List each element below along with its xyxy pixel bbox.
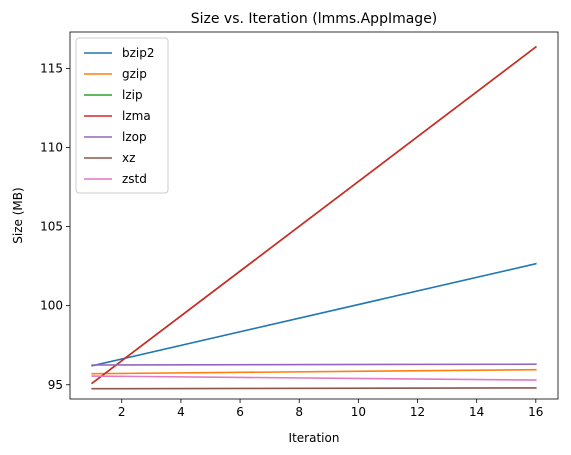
y-tick-label: 95	[48, 378, 63, 392]
series-line-xz	[91, 387, 537, 390]
x-tick-label: 4	[177, 405, 185, 419]
y-tick-label: 100	[40, 299, 63, 313]
series-line-gzip	[91, 368, 537, 375]
y-tick-label: 115	[40, 61, 63, 75]
plot-frame	[69, 31, 559, 400]
x-tick-label: 2	[118, 405, 126, 419]
legend-label-bzip2: bzip2	[122, 46, 155, 60]
legend-label-lzip: lzip	[122, 88, 143, 102]
legend-label-gzip: gzip	[122, 67, 147, 81]
series-layer	[91, 45, 537, 390]
x-tick-label: 10	[351, 405, 366, 419]
chart-title: Size vs. Iteration (lmms.AppImage)	[191, 11, 438, 27]
series-line-bzip2	[91, 262, 537, 367]
series-line-zstd	[91, 375, 537, 381]
x-tick-label: 16	[528, 405, 543, 419]
x-tick-label: 14	[469, 405, 484, 419]
legend-box	[75, 37, 169, 194]
series-line-lzma	[91, 45, 537, 385]
y-tick-label: 105	[40, 220, 63, 234]
legend: bzip2 gzip lzip lzma lzop xz zstd	[75, 37, 169, 194]
x-tick-label: 8	[295, 405, 303, 419]
x-axis-label: Iteration	[289, 431, 340, 445]
x-tick-label: 6	[236, 405, 244, 419]
legend-label-xz: xz	[122, 151, 135, 165]
legend-label-lzop: lzop	[122, 130, 147, 144]
x-axis: 2 4 6 8 10 12 14 16	[118, 399, 543, 419]
y-tick-label: 110	[40, 140, 63, 154]
y-axis-label: Size (MB)	[11, 187, 25, 243]
y-axis: 95 100 105 110 115	[40, 61, 70, 392]
legend-label-lzma: lzma	[122, 109, 151, 123]
x-tick-label: 12	[410, 405, 425, 419]
series-line-lzop	[91, 363, 537, 366]
legend-label-zstd: zstd	[122, 172, 147, 186]
